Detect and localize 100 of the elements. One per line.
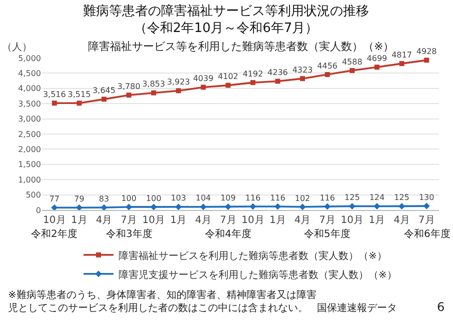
x-tick-label: 4月 xyxy=(96,215,112,226)
data-label: 102 xyxy=(294,194,310,203)
point xyxy=(398,202,406,210)
point xyxy=(399,61,404,66)
data-label: 124 xyxy=(369,193,385,202)
text: 国保連速報データ xyxy=(317,302,397,314)
y-tick-label: 5,000 xyxy=(18,54,41,63)
data-label: 130 xyxy=(418,192,434,202)
y-tick-label: 3,000 xyxy=(18,114,41,124)
x-tick-label: 10月 xyxy=(142,215,166,226)
data-label: 100 xyxy=(146,194,162,203)
point xyxy=(250,203,256,210)
x-tick-label: 1月 xyxy=(71,215,88,226)
x-tick-label: 10月 xyxy=(242,215,264,226)
y-tick-label: 0 xyxy=(36,206,41,215)
text: 令和6年度 xyxy=(404,228,450,240)
text: 令和2年度 xyxy=(31,228,78,240)
text: 令和5年度 xyxy=(304,228,350,240)
data-label: 116 xyxy=(245,193,261,202)
point xyxy=(224,203,232,210)
data-label: 4456 xyxy=(317,61,338,70)
y-axis-title: （人） xyxy=(2,42,32,53)
data-label: 116 xyxy=(320,193,335,202)
data-label: 4192 xyxy=(242,69,264,78)
x-tick-label: 1月 xyxy=(170,215,187,226)
point xyxy=(200,84,206,90)
y-tick-label: 2,500 xyxy=(18,130,41,139)
point xyxy=(350,68,355,74)
point xyxy=(76,100,82,106)
y-tick-label: 3,500 xyxy=(18,99,41,108)
data-label: 4699 xyxy=(366,54,388,64)
y-tick-label: 1,000 xyxy=(18,175,41,184)
data-label: 4323 xyxy=(292,65,313,74)
point xyxy=(76,204,82,211)
y-tick-label: 1,500 xyxy=(18,160,41,170)
chart-subtitle: 障害福祉サービス等を利用した難病等患者数（実人数）（※） xyxy=(88,40,394,53)
data-label: 100 xyxy=(121,194,136,203)
chart-title: 難病等患者の障害福祉サービス等利用状況の推移（令和2年10月～令和6年7月） xyxy=(82,3,370,37)
data-label: 3,923 xyxy=(167,78,190,87)
point xyxy=(175,204,182,210)
legend-label: 障害福祉サービスを利用した難病等患者数（実人数）（※） xyxy=(118,250,387,262)
point xyxy=(274,203,281,210)
data-label: 116 xyxy=(270,193,286,202)
data-label: 79 xyxy=(74,194,84,204)
text: ※難病等患者のうち、身体障害者、知的障害者、精神障害者又は障害児としてこのサービスを利用した者の数はこの中には含まれない。 xyxy=(8,289,316,314)
data-label: 3,780 xyxy=(117,82,140,91)
x-tick-label: 7月 xyxy=(220,215,236,226)
x-tick-label: 4月 xyxy=(195,215,212,226)
point xyxy=(100,204,108,211)
x-tick-label: 7月 xyxy=(418,215,435,226)
point xyxy=(424,58,430,63)
point xyxy=(176,88,181,94)
point xyxy=(374,202,380,210)
point xyxy=(200,204,207,210)
data-label: 3,516 xyxy=(42,90,66,99)
y-tick-label: 500 xyxy=(26,190,41,200)
data-label: 109 xyxy=(220,194,236,203)
y-tick-label: 4,500 xyxy=(18,69,41,78)
x-tick-label: 1月 xyxy=(368,215,386,226)
point xyxy=(348,202,356,210)
point xyxy=(151,90,156,96)
point xyxy=(423,202,430,210)
x-tick-label: 10月 xyxy=(340,215,364,226)
data-label: 4039 xyxy=(193,74,214,84)
point xyxy=(150,204,157,210)
x-tick-label: 7月 xyxy=(319,215,336,226)
text: 6 xyxy=(437,300,445,314)
x-tick-label: 4月 xyxy=(294,215,311,226)
point xyxy=(52,100,57,106)
data-label: 77 xyxy=(49,194,60,204)
point xyxy=(324,203,331,210)
x-tick-label: 4月 xyxy=(394,215,410,226)
point xyxy=(275,78,280,84)
x-tick-label: 1月 xyxy=(270,215,286,226)
point xyxy=(374,64,380,70)
x-tick-label: 7月 xyxy=(120,215,138,226)
data-label: 4102 xyxy=(218,72,238,82)
point xyxy=(126,204,132,210)
data-label: 125 xyxy=(344,193,360,202)
data-label: 4236 xyxy=(268,68,288,78)
point xyxy=(126,92,132,98)
point xyxy=(51,204,58,211)
point xyxy=(226,82,231,88)
data-label: 83 xyxy=(98,194,110,204)
text: 令和4年度 xyxy=(205,228,252,240)
point xyxy=(324,72,330,78)
legend-label: 障害児支援サービスを利用した難病等患者数（実人数）（※） xyxy=(118,268,397,281)
point xyxy=(300,76,306,82)
y-tick-label: 2,000 xyxy=(18,145,41,154)
data-label: 3,515 xyxy=(68,90,91,100)
data-label: 3,645 xyxy=(92,86,116,96)
text: 令和3年度 xyxy=(106,228,152,240)
data-label: 4588 xyxy=(342,57,362,66)
data-label: 3,853 xyxy=(142,80,166,89)
point xyxy=(102,96,107,102)
point xyxy=(250,80,256,86)
data-label: 4928 xyxy=(416,47,437,56)
data-label: 125 xyxy=(394,193,410,202)
data-label: 4817 xyxy=(392,50,412,60)
x-tick-label: 10月 xyxy=(43,215,66,226)
